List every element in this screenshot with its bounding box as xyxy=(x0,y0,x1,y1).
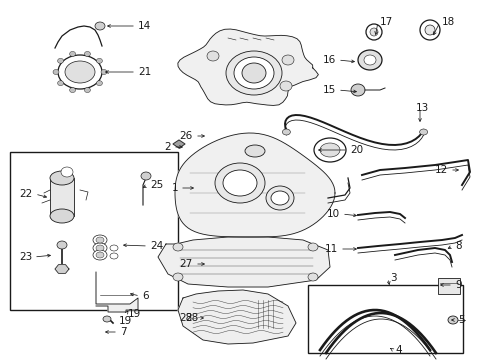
Ellipse shape xyxy=(61,167,73,177)
Text: 8: 8 xyxy=(454,241,461,251)
Text: 12: 12 xyxy=(434,165,447,175)
Text: 26: 26 xyxy=(180,131,193,141)
Ellipse shape xyxy=(96,245,104,251)
Ellipse shape xyxy=(369,28,377,36)
Ellipse shape xyxy=(93,250,107,260)
Ellipse shape xyxy=(280,81,291,91)
Ellipse shape xyxy=(69,87,76,93)
Ellipse shape xyxy=(65,61,95,83)
Polygon shape xyxy=(175,133,334,237)
Ellipse shape xyxy=(357,50,381,70)
Text: 17: 17 xyxy=(379,17,392,27)
Ellipse shape xyxy=(282,129,290,135)
Text: 16: 16 xyxy=(322,55,335,65)
Ellipse shape xyxy=(173,273,183,281)
Ellipse shape xyxy=(110,253,118,259)
Ellipse shape xyxy=(215,163,264,203)
Text: 13: 13 xyxy=(414,103,428,113)
Polygon shape xyxy=(96,272,138,312)
Polygon shape xyxy=(55,265,69,273)
Text: 25: 25 xyxy=(150,180,163,190)
Bar xyxy=(10,152,178,310)
Ellipse shape xyxy=(110,245,118,251)
Text: 11: 11 xyxy=(324,244,337,254)
Ellipse shape xyxy=(223,170,257,196)
Text: 22: 22 xyxy=(20,189,33,199)
Text: 23: 23 xyxy=(19,252,32,262)
Text: 3: 3 xyxy=(389,273,396,283)
Ellipse shape xyxy=(173,243,183,251)
Polygon shape xyxy=(158,237,329,287)
Ellipse shape xyxy=(50,209,74,223)
Ellipse shape xyxy=(282,55,293,65)
Ellipse shape xyxy=(50,171,74,185)
Text: 5: 5 xyxy=(457,315,464,325)
Text: 6: 6 xyxy=(142,291,148,301)
Ellipse shape xyxy=(265,186,293,210)
Ellipse shape xyxy=(307,243,317,251)
Text: 15: 15 xyxy=(322,85,335,95)
Ellipse shape xyxy=(96,58,102,63)
Ellipse shape xyxy=(95,22,105,30)
Polygon shape xyxy=(178,290,295,344)
Bar xyxy=(50,178,74,216)
Ellipse shape xyxy=(141,172,151,180)
Ellipse shape xyxy=(69,51,76,57)
Ellipse shape xyxy=(93,243,107,253)
Text: 9: 9 xyxy=(454,280,461,290)
Ellipse shape xyxy=(419,20,439,40)
Text: 24: 24 xyxy=(150,241,163,251)
Ellipse shape xyxy=(101,69,107,75)
Ellipse shape xyxy=(58,58,63,63)
Ellipse shape xyxy=(419,129,427,135)
Ellipse shape xyxy=(350,84,364,96)
Text: 28: 28 xyxy=(184,313,198,323)
Ellipse shape xyxy=(96,252,104,258)
Ellipse shape xyxy=(96,81,102,86)
Polygon shape xyxy=(173,140,184,148)
Ellipse shape xyxy=(96,237,104,243)
Text: 7: 7 xyxy=(120,327,126,337)
Ellipse shape xyxy=(319,143,339,157)
Ellipse shape xyxy=(307,273,317,281)
Polygon shape xyxy=(178,29,318,105)
Bar xyxy=(437,278,459,294)
Ellipse shape xyxy=(365,24,381,40)
Text: 27: 27 xyxy=(180,259,193,269)
Ellipse shape xyxy=(244,145,264,157)
Text: 1: 1 xyxy=(171,183,178,193)
Ellipse shape xyxy=(58,81,63,86)
Ellipse shape xyxy=(57,241,67,249)
Ellipse shape xyxy=(447,316,457,324)
Text: 19: 19 xyxy=(118,316,131,326)
Ellipse shape xyxy=(93,235,107,245)
Ellipse shape xyxy=(313,138,346,162)
Text: 2: 2 xyxy=(164,142,171,152)
Ellipse shape xyxy=(53,69,59,75)
Ellipse shape xyxy=(103,316,111,322)
Text: 20: 20 xyxy=(349,145,363,155)
Ellipse shape xyxy=(234,57,273,89)
Ellipse shape xyxy=(363,55,375,65)
Text: 28: 28 xyxy=(180,313,193,323)
Text: 4: 4 xyxy=(394,345,401,355)
Text: 10: 10 xyxy=(326,209,339,219)
Ellipse shape xyxy=(225,51,282,95)
Text: 21: 21 xyxy=(138,67,151,77)
Ellipse shape xyxy=(84,87,90,93)
Text: 14: 14 xyxy=(138,21,151,31)
Bar xyxy=(307,285,462,353)
Ellipse shape xyxy=(84,51,90,57)
Ellipse shape xyxy=(206,51,219,61)
Ellipse shape xyxy=(424,25,434,35)
Ellipse shape xyxy=(270,191,288,205)
Ellipse shape xyxy=(242,63,265,83)
Text: 19: 19 xyxy=(128,309,141,319)
Ellipse shape xyxy=(58,55,102,89)
Text: 18: 18 xyxy=(441,17,454,27)
